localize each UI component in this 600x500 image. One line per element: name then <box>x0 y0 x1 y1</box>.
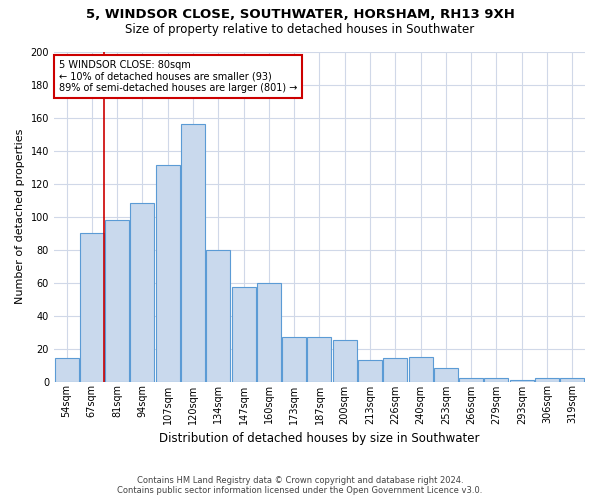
Bar <box>307 337 331 382</box>
Text: 5 WINDSOR CLOSE: 80sqm
← 10% of detached houses are smaller (93)
89% of semi-det: 5 WINDSOR CLOSE: 80sqm ← 10% of detached… <box>59 60 298 93</box>
Bar <box>383 358 407 382</box>
Bar <box>181 124 205 382</box>
Bar <box>484 378 508 382</box>
Bar <box>434 368 458 382</box>
Bar <box>257 282 281 382</box>
Bar <box>206 250 230 382</box>
Bar <box>510 380 534 382</box>
Bar <box>358 360 382 382</box>
Y-axis label: Number of detached properties: Number of detached properties <box>15 129 25 304</box>
Bar <box>130 204 154 382</box>
Bar <box>55 358 79 382</box>
Bar <box>282 337 306 382</box>
Bar <box>560 378 584 382</box>
Text: Size of property relative to detached houses in Southwater: Size of property relative to detached ho… <box>125 22 475 36</box>
Bar <box>333 340 357 382</box>
Bar <box>156 166 180 382</box>
Bar <box>80 233 104 382</box>
Bar <box>105 220 129 382</box>
Text: 5, WINDSOR CLOSE, SOUTHWATER, HORSHAM, RH13 9XH: 5, WINDSOR CLOSE, SOUTHWATER, HORSHAM, R… <box>86 8 514 20</box>
Bar <box>409 357 433 382</box>
Text: Contains HM Land Registry data © Crown copyright and database right 2024.
Contai: Contains HM Land Registry data © Crown c… <box>118 476 482 495</box>
Bar <box>535 378 559 382</box>
Bar <box>459 378 483 382</box>
X-axis label: Distribution of detached houses by size in Southwater: Distribution of detached houses by size … <box>159 432 480 445</box>
Bar <box>232 288 256 382</box>
